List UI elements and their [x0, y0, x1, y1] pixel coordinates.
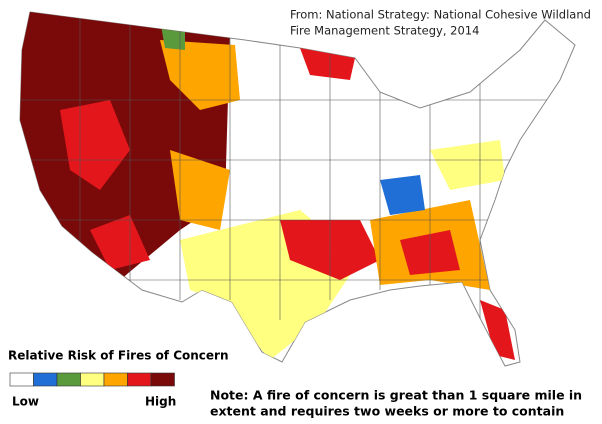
- region-red-north: [300, 48, 355, 80]
- region-red: [60, 100, 130, 190]
- source-line: Fire Management Strategy, 2014: [290, 24, 479, 38]
- region-red: [90, 215, 150, 270]
- note-line: extent and requires two weeks or more to…: [210, 404, 564, 419]
- region-orange: [170, 150, 230, 230]
- region-florida: [480, 300, 515, 360]
- legend-high: High: [145, 395, 176, 409]
- legend-swatch: [127, 372, 152, 387]
- legend-swatch: [103, 372, 128, 387]
- region-yellow-east: [430, 140, 505, 190]
- us-map: [19, 11, 576, 367]
- legend-swatch: [150, 372, 175, 387]
- legend-swatch: [80, 372, 105, 387]
- legend-swatches: [9, 372, 175, 387]
- legend-swatch: [9, 372, 34, 387]
- note-line: Note: A fire of concern is great than 1 …: [210, 388, 582, 403]
- region-blue: [380, 175, 425, 215]
- state-lines: [20, 12, 575, 320]
- legend-swatch: [33, 372, 58, 387]
- legend-low: Low: [12, 395, 39, 409]
- source-line: From: National Strategy: National Cohesi…: [290, 8, 591, 22]
- legend-swatch: [56, 372, 81, 387]
- legend-title: Relative Risk of Fires of Concern: [8, 349, 229, 363]
